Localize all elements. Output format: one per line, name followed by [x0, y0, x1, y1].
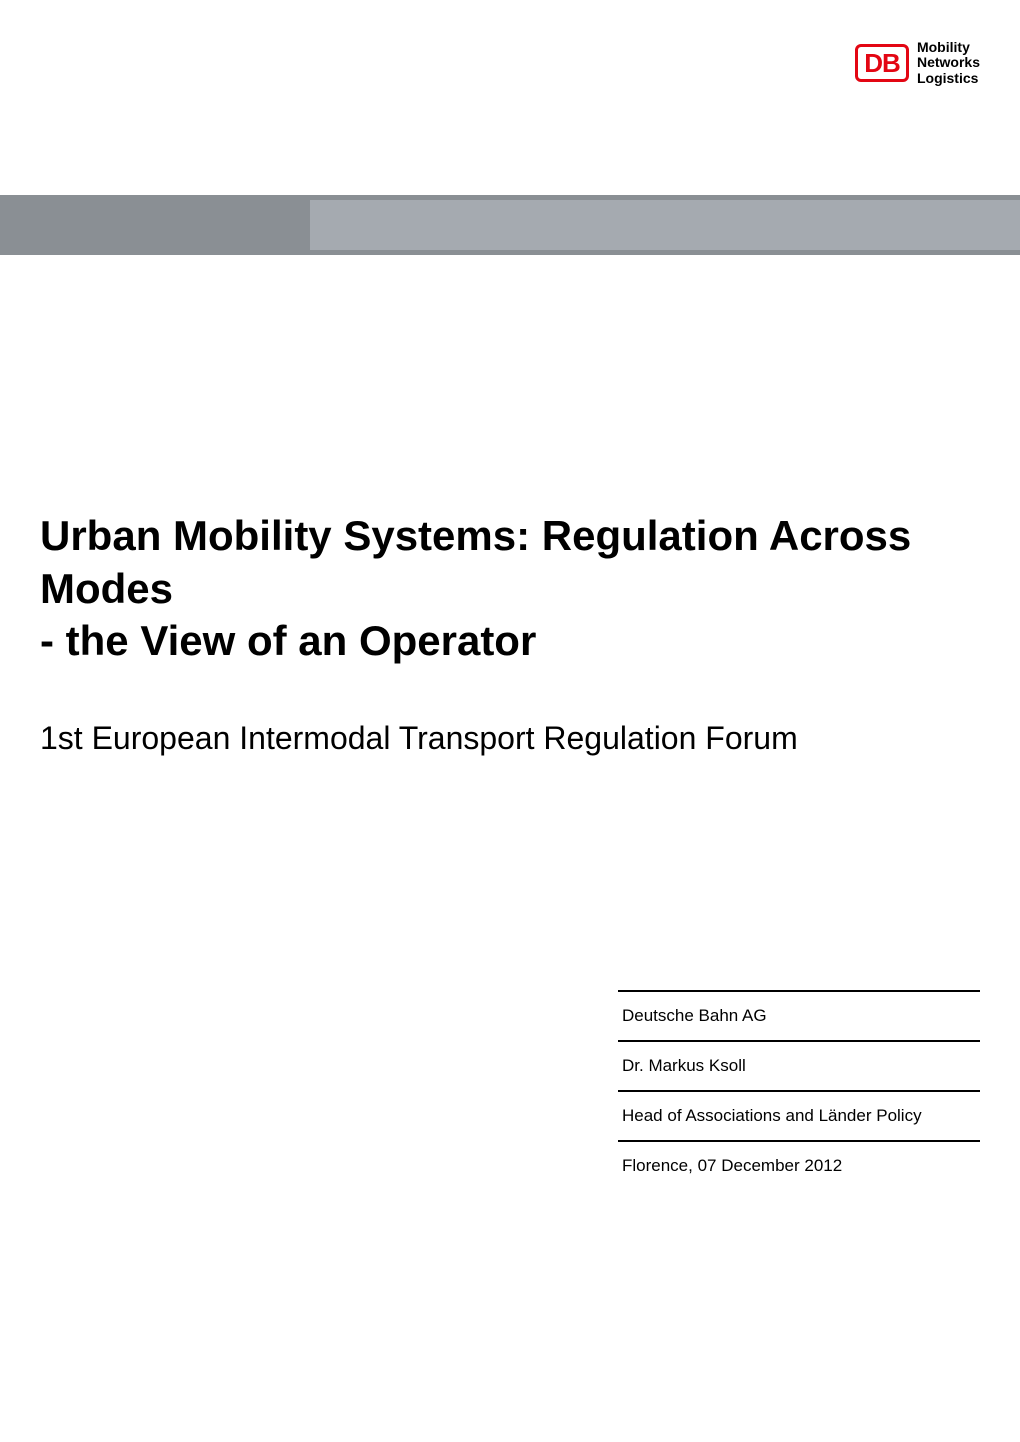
- db-logo-icon: DB: [855, 44, 909, 82]
- main-title: Urban Mobility Systems: Regulation Acros…: [40, 510, 980, 668]
- info-company: Deutsche Bahn AG: [618, 990, 980, 1040]
- info-position: Head of Associations and Länder Policy: [618, 1090, 980, 1140]
- title-line2: - the View of an Operator: [40, 617, 536, 664]
- logo-line3: Logistics: [917, 71, 980, 86]
- subtitle: 1st European Intermodal Transport Regula…: [40, 720, 798, 757]
- title-line1: Urban Mobility Systems: Regulation Acros…: [40, 512, 911, 612]
- decorative-band-inner: [310, 200, 1020, 250]
- db-logo-text: DB: [864, 48, 900, 79]
- logo-line1: Mobility: [917, 40, 980, 55]
- info-block: Deutsche Bahn AG Dr. Markus Ksoll Head o…: [618, 990, 980, 1190]
- info-author: Dr. Markus Ksoll: [618, 1040, 980, 1090]
- logo-container: DB Mobility Networks Logistics: [855, 40, 980, 86]
- logo-line2: Networks: [917, 55, 980, 70]
- info-location-date: Florence, 07 December 2012: [618, 1140, 980, 1190]
- logo-tagline: Mobility Networks Logistics: [917, 40, 980, 86]
- title-block: Urban Mobility Systems: Regulation Acros…: [40, 510, 980, 668]
